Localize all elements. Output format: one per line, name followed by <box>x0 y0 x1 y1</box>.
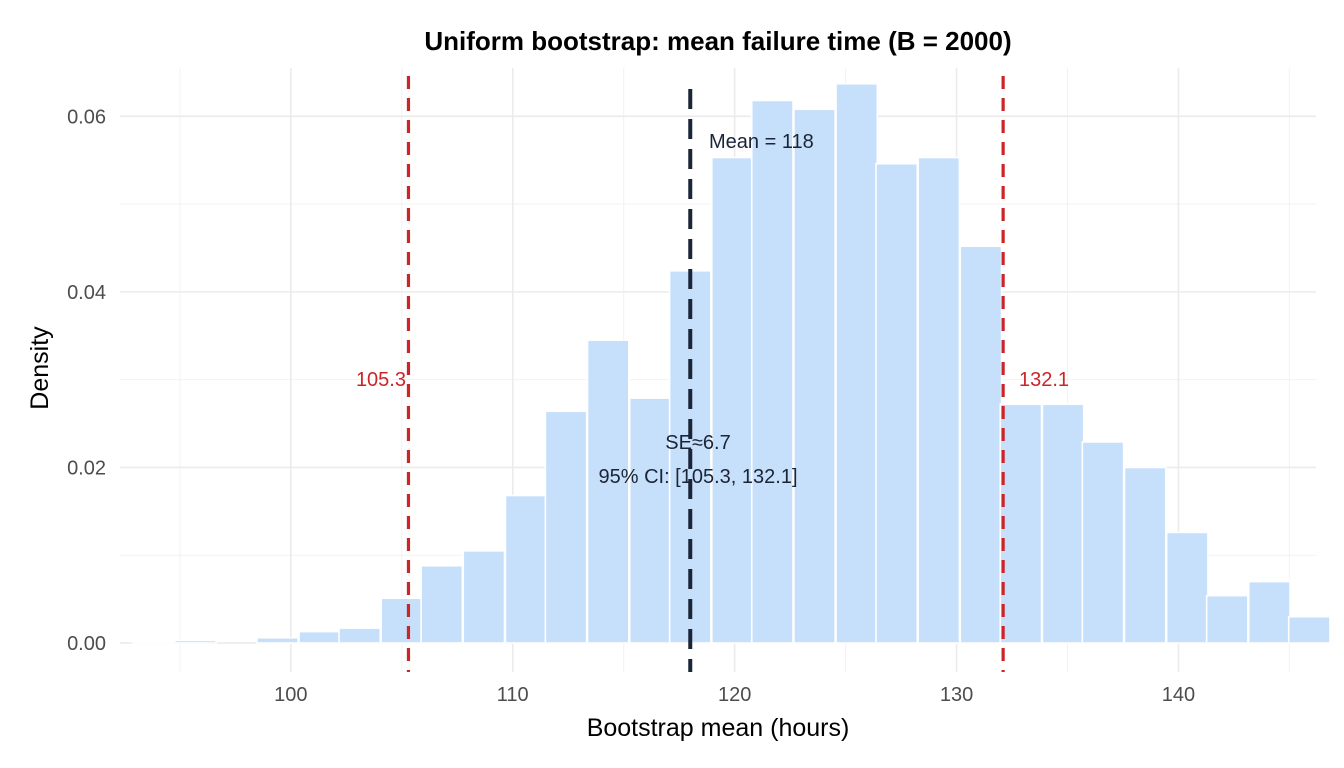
histogram-bar <box>420 564 464 644</box>
histogram-bar <box>586 339 630 644</box>
histogram-bar <box>710 156 754 644</box>
x-tick-label: 100 <box>274 684 307 706</box>
histogram-bar <box>917 156 961 644</box>
histogram-bar <box>1123 466 1167 644</box>
y-tick-label: 0.02 <box>67 457 106 479</box>
histogram-bar <box>298 630 342 644</box>
histogram-bar <box>959 245 1003 644</box>
tick-labels-layer: 100 110 120 130 140 0.00 0.02 0.04 0.06 <box>67 106 1195 706</box>
histogram-bar <box>462 550 506 644</box>
histogram-bar <box>256 636 299 644</box>
y-axis-title: Density <box>26 326 54 410</box>
histogram-bar <box>835 83 879 644</box>
x-tick-label: 130 <box>940 684 973 706</box>
x-tick-label: 110 <box>497 684 529 706</box>
mean-label: Mean = 118 <box>709 131 814 153</box>
histogram-bar <box>544 410 588 644</box>
histogram-bar <box>750 99 794 644</box>
ci-upper-label: 132.1 <box>1019 369 1069 391</box>
y-tick-label: 0.04 <box>67 282 106 304</box>
histogram-bar <box>1247 580 1291 644</box>
histogram-bar <box>875 162 919 644</box>
histogram-bar <box>793 108 836 644</box>
reference-lines-layer <box>406 76 1005 672</box>
histogram-bar <box>380 597 424 644</box>
histogram-bar <box>1287 615 1331 644</box>
histogram-bar <box>1081 441 1125 644</box>
se-annotation: SE≈6.7 <box>665 432 730 454</box>
x-axis-title: Bootstrap mean (hours) <box>587 714 850 742</box>
histogram-bar <box>1165 531 1209 644</box>
x-tick-label: 120 <box>718 684 751 706</box>
histogram-bar <box>504 494 548 644</box>
histogram-bar <box>338 627 382 644</box>
y-tick-label: 0.06 <box>67 106 106 128</box>
histogram-bar <box>1041 403 1085 644</box>
ci-lower-label: 105.3 <box>356 369 406 391</box>
x-tick-label: 140 <box>1162 684 1195 706</box>
histogram-bar <box>999 403 1043 644</box>
ci-annotation: 95% CI: [105.3, 132.1] <box>598 466 797 488</box>
y-tick-label: 0.00 <box>67 633 106 655</box>
histogram-bar <box>1205 594 1249 644</box>
bars-layer <box>131 83 1331 644</box>
histogram-bar <box>131 641 175 644</box>
chart-title: Uniform bootstrap: mean failure time (B … <box>424 26 1011 56</box>
histogram-bar <box>174 639 217 644</box>
